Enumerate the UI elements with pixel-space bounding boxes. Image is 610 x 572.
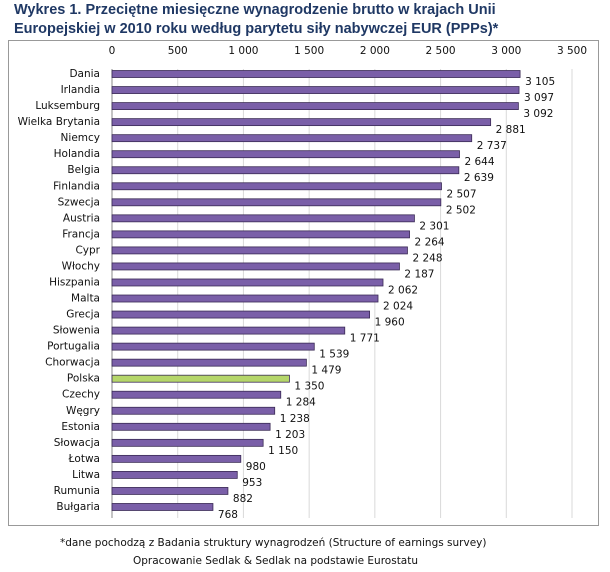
data-label: 1 539 xyxy=(319,349,349,361)
y-tick-label: Łotwa xyxy=(68,453,100,465)
bar xyxy=(111,503,214,511)
data-label: 2 737 xyxy=(477,140,507,152)
data-label: 980 xyxy=(246,461,266,473)
bar xyxy=(111,406,276,415)
data-label: 2 187 xyxy=(404,268,434,280)
y-tick-label: Finlandia xyxy=(53,180,100,192)
bar xyxy=(111,390,282,399)
y-tick-label: Francja xyxy=(62,228,100,240)
data-label: 3 105 xyxy=(525,76,555,88)
y-tick-label: Włochy xyxy=(62,260,100,272)
data-label: 2 301 xyxy=(419,220,449,232)
y-tick-label: Niemcy xyxy=(61,132,100,144)
data-label: 2 264 xyxy=(415,236,445,248)
y-tick-label: Słowenia xyxy=(53,325,100,337)
data-label: 2 881 xyxy=(496,124,526,136)
y-tick-label: Czechy xyxy=(62,389,100,401)
data-label: 1 284 xyxy=(286,397,316,409)
data-label: 768 xyxy=(218,509,238,521)
x-tick-label: 500 xyxy=(168,45,188,57)
data-label: 1 238 xyxy=(280,413,310,425)
bar xyxy=(111,310,371,319)
data-label: 882 xyxy=(233,493,253,505)
y-tick-label: Estonia xyxy=(61,421,100,433)
data-label: 1 203 xyxy=(275,429,305,441)
data-label: 953 xyxy=(242,477,262,489)
y-tick-label: Portugalia xyxy=(47,341,100,353)
bar xyxy=(111,166,460,175)
bar xyxy=(111,102,519,110)
x-tick-label: 3 000 xyxy=(491,45,521,57)
bar xyxy=(111,374,290,383)
y-tick-label: Irlandia xyxy=(61,84,100,96)
bar xyxy=(111,86,520,94)
y-tick-label: Austria xyxy=(63,212,100,224)
y-tick-label: Chorwacja xyxy=(45,357,100,369)
chart-title: Europejskiej w 2010 roku według parytetu… xyxy=(14,21,499,37)
chart-frame xyxy=(8,40,599,526)
y-tick-label: Belgia xyxy=(67,164,100,176)
y-tick-label: Węgry xyxy=(66,405,100,417)
y-tick-label: Litwa xyxy=(72,469,100,481)
bar xyxy=(111,438,264,447)
y-tick-label: Luksemburg xyxy=(35,100,100,112)
y-tick-label: Malta xyxy=(71,293,100,305)
y-tick-label: Grecja xyxy=(66,309,100,321)
chart-title: Wykres 1. Przeciętne miesięczne wynagrod… xyxy=(14,2,496,18)
data-label: 1 960 xyxy=(375,317,405,329)
x-tick-label: 1 500 xyxy=(294,45,324,57)
x-tick-label: 2 500 xyxy=(426,45,456,57)
data-label: 3 092 xyxy=(523,108,553,120)
y-tick-label: Polska xyxy=(67,373,100,385)
bar xyxy=(111,214,415,223)
y-tick-label: Hiszpania xyxy=(49,276,100,288)
y-tick-label: Cypr xyxy=(75,244,100,256)
y-tick-label: Szwecja xyxy=(58,196,100,208)
data-label: 2 248 xyxy=(412,252,442,264)
source-note: Opracowanie Sedlak & Sedlak na podstawie… xyxy=(133,555,418,567)
data-label: 2 502 xyxy=(446,204,476,216)
bar xyxy=(111,134,473,143)
bar xyxy=(111,230,410,239)
y-tick-label: Dania xyxy=(69,68,100,80)
bar xyxy=(111,358,307,367)
y-tick-label: Holandia xyxy=(54,148,100,160)
y-tick-label: Wielka Brytania xyxy=(18,116,100,128)
bar xyxy=(111,278,384,287)
y-tick-label: Słowacja xyxy=(54,437,100,449)
bar xyxy=(111,342,315,351)
bar xyxy=(111,487,229,495)
data-label: 2 644 xyxy=(464,156,494,168)
data-label: 1 350 xyxy=(294,381,324,393)
bar xyxy=(111,70,521,78)
bar xyxy=(111,118,492,127)
data-label: 2 639 xyxy=(464,172,494,184)
bar xyxy=(111,262,400,271)
data-label: 2 024 xyxy=(383,301,413,313)
bar xyxy=(111,422,271,431)
x-tick-label: 3 500 xyxy=(557,45,587,57)
bar xyxy=(111,150,460,159)
x-tick-label: 2 000 xyxy=(360,45,390,57)
bar xyxy=(111,471,238,479)
bar xyxy=(111,294,379,303)
bar xyxy=(111,246,408,255)
y-tick-label: Bułgaria xyxy=(56,501,100,513)
data-label: 1 479 xyxy=(311,365,341,377)
footnote: *dane pochodzą z Badania struktury wynag… xyxy=(60,537,487,549)
bar xyxy=(111,326,346,335)
x-tick-label: 1 000 xyxy=(228,45,258,57)
data-label: 2 062 xyxy=(388,284,418,296)
data-label: 2 507 xyxy=(446,188,476,200)
data-label: 1 150 xyxy=(268,445,298,457)
data-label: 3 097 xyxy=(524,92,554,104)
x-tick-label: 0 xyxy=(109,45,116,57)
data-label: 1 771 xyxy=(350,333,380,345)
bar xyxy=(111,182,442,191)
bar xyxy=(111,454,242,463)
y-tick-label: Rumunia xyxy=(54,485,100,497)
bar xyxy=(111,198,442,207)
